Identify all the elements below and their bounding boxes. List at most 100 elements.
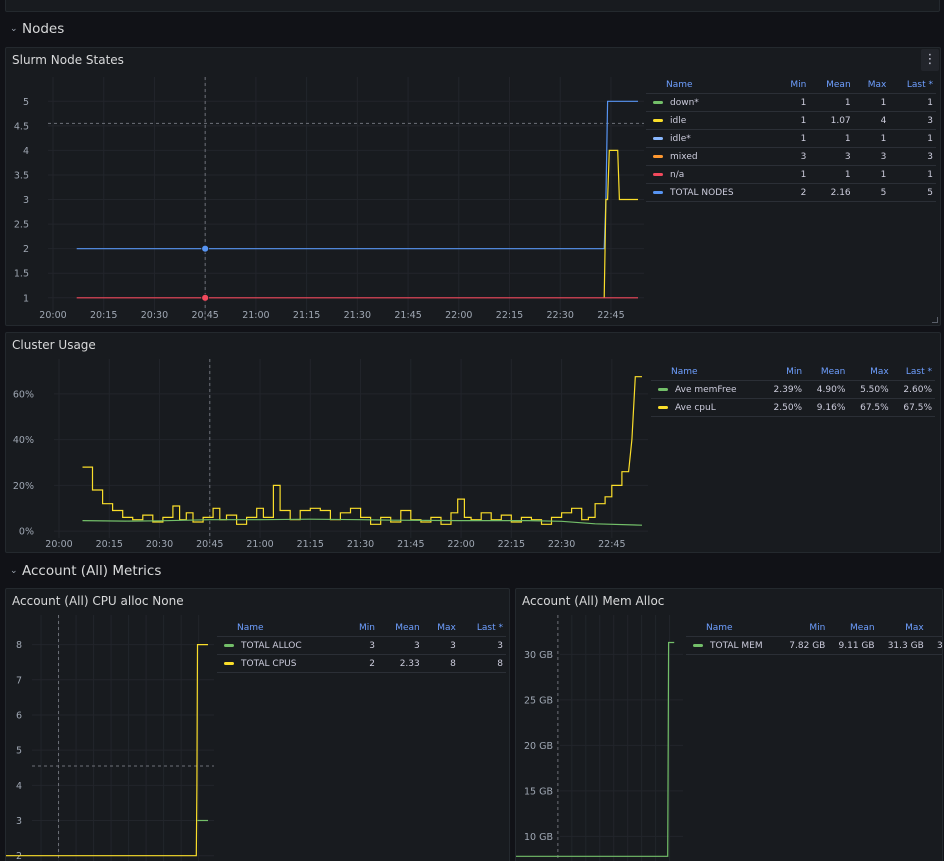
x-tick-label: 20:15 [90,310,117,321]
slurm-legend: Name Min Mean Max Last * down* 1 1 1 1 idle 1 1.07 4 3… [646,78,936,202]
legend-column-header[interactable]: Mean [828,621,878,637]
cluster-usage-chart[interactable]: 0% 20% 40% 60% 20:00 20:15 20:30 20:45 21:00 21:1… [6,333,651,553]
legend-row[interactable]: down* 1 1 1 1 [646,93,936,112]
legend-column-header[interactable]: Mean [377,621,423,637]
legend-min-value: 1 [777,111,810,130]
legend-mean-value: 2.33 [377,654,423,673]
legend-max-value: 5.50% [848,380,892,399]
series-color-swatch [653,172,663,176]
slurm-node-states-chart[interactable]: 1 1.5 2 2.5 3 3.5 4 4.5 5 20:00 20:15 20:30 20:45 21:… [6,48,646,326]
x-tick-label: 22:30 [548,539,575,550]
x-tick-label: 21:15 [293,310,320,321]
legend-column-header[interactable]: Min [761,365,806,381]
legend-max-value: 1 [853,165,890,184]
legend-column-header[interactable]: Name [651,365,762,381]
legend-column-header[interactable]: Min [779,621,829,637]
y-tick-label: 20% [13,481,34,492]
y-tick-label: 4 [16,781,22,792]
legend-last-value: 1 [889,165,936,184]
legend-row[interactable]: Ave memFree 2.39% 4.90% 5.50% 2.60% [651,380,935,399]
x-tick-label: 22:45 [598,539,625,550]
legend-series-name[interactable]: Ave cpuL [651,398,762,417]
legend-row[interactable]: idle* 1 1 1 1 [646,129,936,148]
legend-row[interactable]: Ave cpuL 2.50% 9.16% 67.5% 67.5% [651,398,935,417]
legend-min-value: 1 [777,165,810,184]
resize-handle[interactable] [932,317,938,323]
legend-min-value: 1 [777,93,810,112]
hover-marker [201,244,210,253]
mem-alloc-chart[interactable]: 10 GB 15 GB 20 GB 25 GB 30 GB [516,589,686,861]
legend-column-header[interactable]: Mean [805,365,849,381]
x-tick-label: 20:45 [191,310,218,321]
row-nodes[interactable]: ⌄ Nodes [10,21,64,37]
legend-series-name[interactable]: TOTAL ALLOC [217,636,346,655]
legend-column-header[interactable]: Name [646,78,778,94]
legend-column-header[interactable]: Min [345,621,378,637]
legend-min-value: 2.39% [761,380,806,399]
legend-row[interactable]: TOTAL NODES 2 2.16 5 5 [646,183,936,202]
series-color-swatch [224,643,234,647]
legend-last-value: 31.3 GB [926,636,942,655]
legend-row[interactable]: TOTAL CPUS 2 2.33 8 8 [217,654,506,673]
legend-series-name[interactable]: mixed [646,147,778,166]
legend-column-header[interactable]: Mean [809,78,854,94]
legend-column-header[interactable]: Max [422,621,459,637]
legend-column-header[interactable]: Max [853,78,890,94]
mem-alloc-panel[interactable]: Account (All) Mem Alloc 10 GB 15 GB 20 GB 2… [515,588,943,861]
x-tick-label: 21:30 [344,310,371,321]
legend-column-header[interactable]: Name [686,621,780,637]
legend-row[interactable]: n/a 1 1 1 1 [646,165,936,184]
legend-series-name[interactable]: TOTAL MEM [686,636,780,655]
series-color-swatch [693,643,703,647]
legend-max-value: 3 [422,636,459,655]
x-tick-label: 22:00 [447,539,474,550]
legend-last-value: 1 [889,129,936,148]
legend-series-name[interactable]: Ave memFree [651,380,762,399]
legend-series-name[interactable]: idle* [646,129,778,148]
row-account-metrics[interactable]: ⌄ Account (All) Metrics [10,563,161,579]
series-color-swatch [653,154,663,158]
x-tick-label: 20:00 [45,539,72,550]
series-line-total-cpus [6,644,208,857]
chevron-down-icon: ⌄ [10,566,18,576]
y-tick-label: 2 [23,244,29,255]
legend-row[interactable]: mixed 3 3 3 3 [646,147,936,166]
legend-column-header[interactable]: Max [848,365,892,381]
legend-min-value: 2 [345,654,378,673]
row-title-account: Account (All) Metrics [22,563,162,579]
cluster-usage-panel[interactable]: Cluster Usage 0% 20% 40% 60% 20:00 20:15 20:30… [5,332,941,553]
more-vertical-icon[interactable]: ⋮ [921,49,939,71]
legend-series-name[interactable]: TOTAL CPUS [217,654,346,673]
legend-column-header[interactable]: Min [777,78,810,94]
legend-column-header[interactable]: Last * [891,365,935,381]
series-line-ave-memfree [82,518,643,526]
legend-row[interactable]: TOTAL ALLOC 3 3 3 3 [217,636,506,655]
y-tick-label: 10 GB [524,832,553,843]
y-tick-label: 8 [16,640,22,651]
legend-last-value: 5 [889,183,936,202]
legend-column-header[interactable]: Max [877,621,927,637]
legend-column-header[interactable]: Last * [889,78,936,94]
legend-column-header[interactable]: Last * [458,621,506,637]
legend-mean-value: 1.07 [809,111,854,130]
x-tick-label: 22:00 [445,310,472,321]
legend-mean-value: 1 [809,129,854,148]
legend-series-name[interactable]: idle [646,111,778,130]
chevron-down-icon: ⌄ [10,24,18,34]
legend-series-name[interactable]: down* [646,93,778,112]
legend-row[interactable]: idle 1 1.07 4 3 [646,111,936,130]
legend-column-header[interactable]: Name [217,621,346,637]
slurm-node-states-panel[interactable]: Slurm Node States ⋮ 1 1.5 2 2.5 3 3.5 4 4.5 5 20:… [5,47,941,326]
series-line-idle [603,149,638,298]
legend-min-value: 3 [345,636,378,655]
y-tick-label: 1.5 [14,269,29,280]
legend-series-name[interactable]: n/a [646,165,778,184]
legend-series-name[interactable]: TOTAL NODES [646,183,778,202]
legend-column-header[interactable]: Last * [926,621,942,637]
y-tick-label: 40% [13,435,34,446]
legend-min-value: 7.82 GB [779,636,829,655]
